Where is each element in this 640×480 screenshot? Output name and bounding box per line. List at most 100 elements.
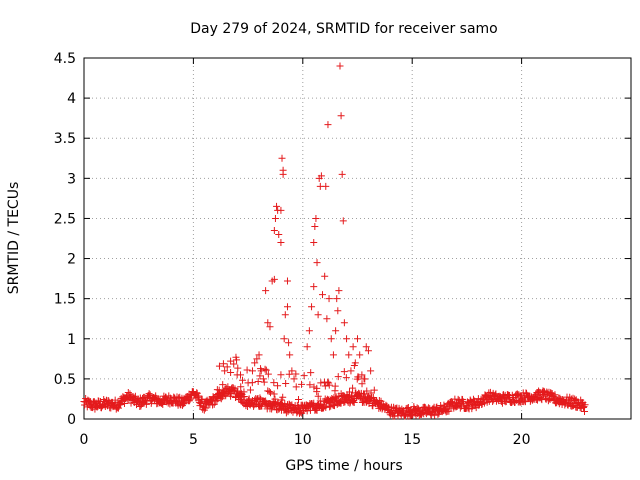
data-point	[114, 404, 122, 412]
data-point	[159, 401, 167, 409]
data-point	[313, 259, 321, 267]
data-point	[158, 400, 166, 408]
data-point	[120, 400, 128, 408]
data-point	[230, 360, 238, 368]
data-point	[434, 410, 442, 418]
data-point	[221, 367, 229, 375]
x-tick-label: 0	[80, 432, 89, 448]
data-point	[323, 315, 331, 323]
data-point	[317, 172, 325, 180]
data-point	[270, 275, 278, 283]
data-point	[180, 400, 188, 408]
data-point	[364, 347, 372, 355]
data-point	[227, 357, 235, 365]
data-point	[362, 343, 370, 351]
data-point	[290, 375, 298, 383]
data-point	[338, 170, 346, 178]
data-point	[251, 359, 259, 367]
data-point	[124, 388, 132, 396]
data-point	[90, 398, 98, 406]
data-point	[313, 406, 321, 414]
data-point	[324, 378, 332, 386]
data-point	[337, 112, 345, 120]
data-point	[240, 393, 248, 401]
data-point	[367, 367, 375, 375]
data-point	[245, 395, 253, 403]
data-point	[413, 404, 421, 412]
data-point	[316, 397, 324, 405]
data-point	[254, 377, 262, 385]
data-point	[219, 381, 227, 389]
data-point	[246, 386, 254, 394]
data-point	[271, 214, 279, 222]
data-point	[286, 351, 294, 359]
data-point	[280, 335, 288, 343]
data-point	[282, 380, 290, 388]
data-point	[260, 378, 268, 386]
data-point	[265, 388, 273, 396]
data-point	[414, 405, 422, 413]
data-point	[281, 311, 289, 319]
data-point	[292, 370, 300, 378]
data-point	[270, 226, 278, 234]
data-point	[581, 401, 589, 409]
data-point	[283, 303, 291, 311]
data-point	[186, 397, 194, 405]
data-point	[345, 388, 353, 396]
data-point	[342, 374, 350, 382]
y-tick-label: 0	[67, 412, 76, 428]
data-point	[239, 376, 247, 384]
y-tick-label: 4.5	[54, 51, 76, 67]
data-point	[219, 360, 227, 368]
data-point	[223, 363, 231, 371]
data-point	[279, 393, 287, 401]
data-point	[325, 295, 333, 303]
data-point	[321, 402, 329, 410]
data-point	[322, 182, 330, 190]
data-point	[244, 379, 252, 387]
data-point	[215, 362, 223, 370]
data-point	[369, 393, 377, 401]
data-point	[224, 383, 232, 391]
data-point	[351, 359, 359, 367]
data-point	[298, 380, 306, 388]
data-point	[282, 409, 290, 417]
data-point	[317, 379, 325, 387]
data-point	[321, 272, 329, 280]
plot-frame	[83, 57, 632, 420]
data-point	[343, 335, 351, 343]
data-point	[257, 367, 265, 375]
data-point	[233, 356, 241, 364]
data-point	[336, 62, 344, 70]
data-point	[460, 400, 468, 408]
axis-ticks	[83, 57, 631, 420]
data-point	[313, 384, 321, 392]
chart-title: Day 279 of 2024, SRMTID for receiver sam…	[190, 21, 498, 37]
data-point	[340, 319, 348, 327]
x-tick-label: 5	[189, 432, 198, 448]
data-point	[312, 214, 320, 222]
data-point	[431, 411, 439, 419]
data-point	[387, 408, 395, 416]
data-point	[261, 365, 269, 373]
x-tick-label: 10	[294, 432, 312, 448]
y-tick-label: 4	[67, 91, 76, 107]
data-point	[404, 403, 412, 411]
data-point	[142, 400, 150, 408]
data-point	[229, 384, 237, 392]
data-point	[300, 372, 308, 380]
data-points	[80, 62, 589, 420]
data-point	[270, 379, 278, 387]
y-tick-label: 3.5	[54, 131, 76, 147]
data-point	[345, 351, 353, 359]
data-point	[324, 121, 332, 129]
data-point	[227, 368, 235, 376]
data-point	[264, 370, 272, 378]
data-point	[580, 403, 588, 411]
data-point	[340, 368, 348, 376]
data-point	[255, 351, 263, 359]
data-point	[145, 390, 153, 398]
data-point	[266, 323, 274, 331]
data-point	[327, 335, 335, 343]
